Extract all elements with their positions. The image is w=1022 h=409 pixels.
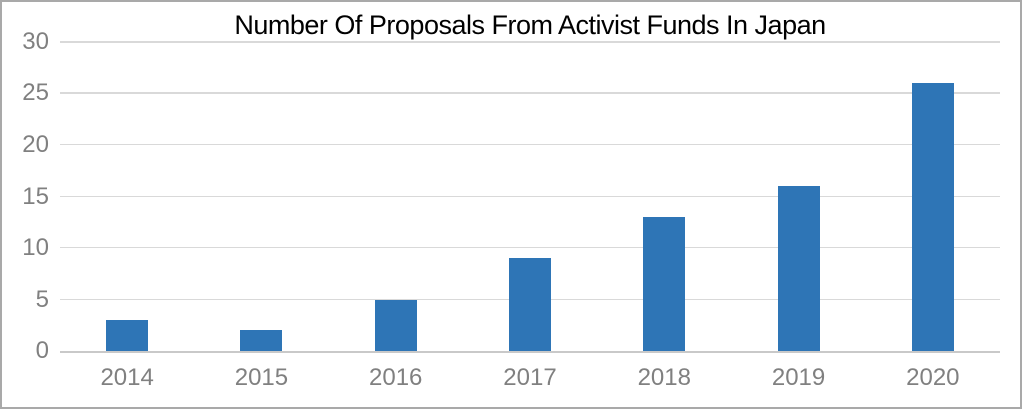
gridline	[60, 92, 1000, 94]
bar-column	[194, 42, 328, 351]
bar	[643, 217, 686, 351]
gridline	[60, 195, 1000, 197]
bar	[911, 83, 954, 351]
y-tick-label: 20	[22, 130, 49, 158]
gridline	[60, 246, 1000, 249]
y-tick-label: 15	[22, 182, 49, 210]
x-tick-label: 2019	[771, 364, 826, 391]
bar-column	[866, 42, 1000, 351]
bar-series	[60, 42, 1000, 351]
gridline	[60, 41, 1000, 43]
x-tick-label: 2015	[234, 364, 289, 391]
bar-column	[463, 42, 597, 351]
bar	[106, 320, 149, 351]
plot-area	[60, 41, 1000, 353]
x-tick-label: 2018	[637, 364, 691, 391]
x-tick-label: 2017	[503, 364, 557, 391]
bar	[508, 258, 551, 351]
x-tick-label: 2016	[369, 364, 423, 391]
y-tick-label: 10	[22, 233, 49, 261]
x-tick-label: 2014	[100, 364, 154, 391]
y-tick-label: 30	[22, 28, 49, 55]
chart-title: Number Of Proposals From Activist Funds …	[234, 10, 826, 40]
bar-column	[329, 42, 463, 351]
y-tick-label: 5	[35, 285, 49, 313]
bar	[240, 330, 283, 351]
x-tick-label: 2020	[906, 364, 960, 391]
bar-column	[597, 42, 731, 351]
bar	[777, 186, 820, 351]
bar-column	[60, 42, 194, 351]
bar	[374, 299, 417, 351]
x-axis-tick-labels: 2014 2015 2016 2017 2018 2019 2020	[60, 364, 1000, 392]
bar-column	[731, 42, 865, 351]
gridline	[60, 143, 1000, 146]
y-tick-label: 25	[22, 79, 49, 107]
y-tick-label: 0	[35, 337, 49, 364]
y-axis-tick-labels: 0 5 10 15 20 25 30	[2, 28, 49, 364]
